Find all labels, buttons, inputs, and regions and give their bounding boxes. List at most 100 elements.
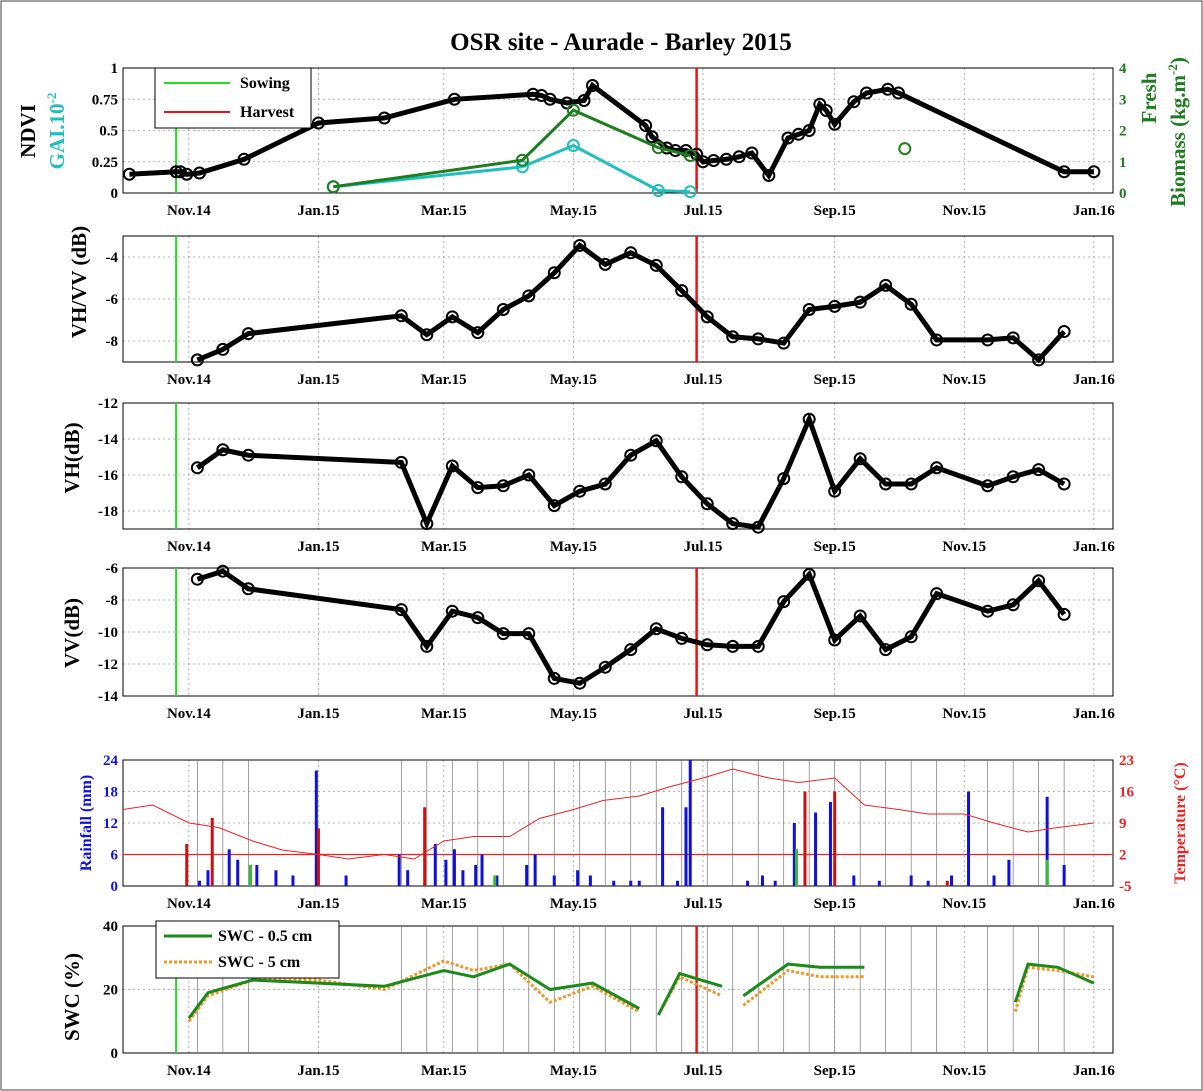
vhvv-point: [420, 328, 434, 342]
vv-xtick-label: Sep.15: [814, 706, 856, 722]
vhvv-point: [471, 326, 485, 340]
rainfall-bar: [493, 875, 497, 886]
ndvi-panel: 0 0.25 0.5 0.75 1 Nov.14 Jan.15 Mar.15 May.15 Jul…: [92, 61, 1127, 219]
vv-point: [394, 603, 408, 617]
rainfall-bar: [206, 870, 210, 886]
vh-point: [726, 517, 740, 531]
vh-xtick-label: Jul.15: [684, 539, 723, 555]
vv-ytick-label: -12: [98, 657, 118, 673]
ndvi-point: [560, 96, 574, 110]
swc5-line: [187, 959, 640, 1023]
ndvi-ytick-label: 0.75: [92, 92, 118, 108]
vhvv-point: [930, 333, 944, 347]
gai-point: [651, 184, 665, 197]
vh-point: [1006, 470, 1020, 484]
vhvv-point: [573, 238, 587, 252]
rainfall-bar: [1007, 859, 1011, 886]
rainfall-bar: [746, 880, 750, 886]
biomass-point: [515, 153, 529, 167]
swc5-line: [1013, 965, 1095, 1013]
rainfall-bar: [397, 854, 401, 886]
ndvi-y2tick-label: 4: [1119, 61, 1127, 77]
biomass-point: [326, 180, 340, 194]
vh-panel: -18 -16 -14 -12 Nov.14 Jan.15 Mar.15 May.15 Jul.…: [98, 396, 1115, 555]
biomass-series-line: [333, 108, 691, 189]
vh-point: [751, 520, 765, 534]
vh-point: [522, 468, 536, 482]
rainfall-bar: [967, 791, 971, 886]
swc-xtick-label: Nov.15: [942, 1063, 986, 1079]
rainfall-bar: [423, 807, 427, 886]
rainfall-bar: [495, 875, 499, 886]
rainfall-bar: [794, 849, 798, 886]
swc05-line: [742, 962, 865, 998]
legend-sowing-label: Sowing: [240, 75, 290, 92]
vh-point: [547, 499, 561, 513]
ndvi-ytick-label: 0.5: [99, 124, 118, 140]
vhvv-point: [394, 309, 408, 323]
vhvv-point: [726, 330, 740, 344]
rainfall-bar: [992, 875, 996, 886]
swc-ytick-label: 40: [103, 919, 118, 935]
vv-point: [675, 631, 689, 645]
vv-xtick-label: May.15: [550, 706, 597, 722]
vv-point: [777, 595, 791, 609]
vh-point: [777, 472, 791, 486]
legend-swc5-label: SWC - 5 cm: [218, 954, 301, 971]
vhvv-point: [828, 299, 842, 313]
rainfall-bar: [877, 880, 881, 886]
rain-xtick-label: May.15: [550, 896, 597, 912]
rainfall-bar: [236, 859, 240, 886]
swc05-line: [1013, 962, 1095, 1003]
rainfall-bar: [773, 880, 777, 886]
biomass-point: [566, 103, 580, 117]
rainfall-bar: [344, 875, 348, 886]
ndvi-point: [586, 79, 600, 92]
vh-xtick-label: Jan.15: [297, 539, 339, 555]
vhvv-point: [216, 342, 230, 356]
ndvi-point: [311, 116, 325, 130]
vhvv-point: [777, 336, 791, 350]
vhvv-point: [675, 284, 689, 298]
rainfall-bar: [227, 849, 231, 886]
rainfall-bar: [950, 875, 954, 886]
ndvi-point: [745, 146, 759, 160]
rainfall-bar: [675, 880, 679, 886]
vv-point: [496, 627, 510, 641]
rain-y2tick-label: -5: [1119, 879, 1132, 895]
legend-harvest-label: Harvest: [240, 104, 295, 121]
rainfall-bar: [688, 760, 692, 886]
rain-xtick-label: Nov.15: [942, 896, 986, 912]
rainfall-bar: [291, 875, 295, 886]
rainfall-bar: [461, 870, 465, 886]
ndvi-point: [690, 147, 704, 161]
vh-xtick-label: Sep.15: [814, 539, 856, 555]
vhvv-xtick-label: May.15: [550, 372, 597, 388]
vv-point: [853, 609, 867, 623]
vv-point: [726, 639, 740, 653]
vhvv-axes-box: [122, 235, 1114, 363]
vhvv-xtick-label: Jul.15: [684, 372, 723, 388]
vv-ylabel: VV(dB): [60, 598, 84, 668]
vh-point: [420, 517, 434, 531]
rainfall-bar: [314, 770, 318, 886]
swc5-line: [742, 968, 865, 1007]
rainfall-bar: [637, 880, 641, 886]
vv-point: [445, 604, 459, 618]
rainfall-bar: [444, 859, 448, 886]
vv-xtick-label: Mar.15: [421, 706, 467, 722]
vv-point: [751, 639, 765, 653]
swc-xtick-label: Jan.15: [297, 1063, 339, 1079]
vv-point: [700, 638, 714, 652]
ndvi-point: [577, 94, 591, 107]
ndvi-xtick-label: Mar.15: [421, 203, 467, 219]
ndvi-point: [719, 152, 733, 166]
vh-point: [802, 412, 816, 426]
vv-point: [904, 630, 918, 644]
vh-point: [624, 448, 638, 462]
vh-point: [190, 461, 204, 475]
vh-point: [445, 459, 459, 473]
vhvv-point: [1057, 325, 1071, 339]
vhvv-ytick-label: -6: [106, 292, 119, 308]
